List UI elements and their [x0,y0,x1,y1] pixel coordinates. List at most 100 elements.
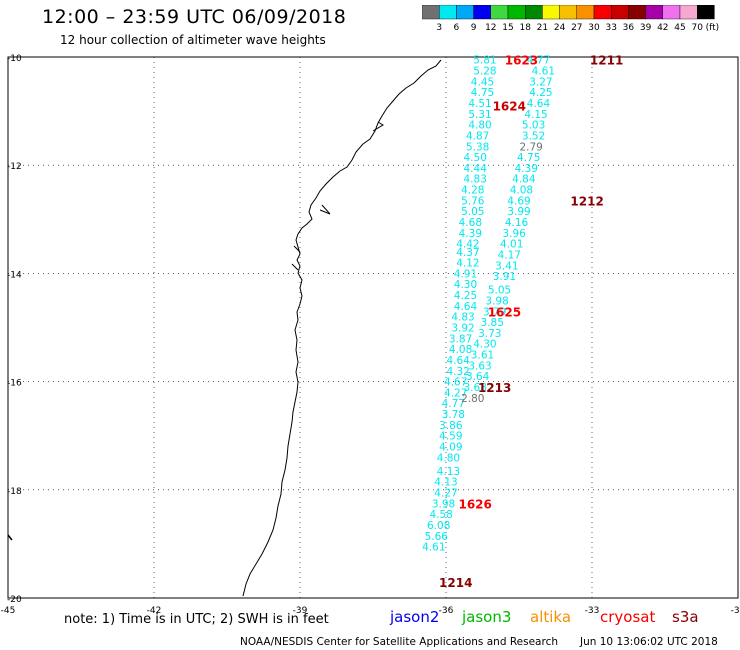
lat-tick-label: -10 [7,54,22,64]
swh-value-label: 4.67 [444,377,467,389]
colorbar-swatch [697,5,715,20]
colorbar-tick-label: 70 [691,23,703,33]
swh-value-label: 3.91 [493,271,516,283]
swh-value-label: 4.69 [507,195,530,207]
swh-value-label: 4.61 [532,66,555,78]
swh-value-label: 4.58 [429,509,452,521]
swh-value-label: 3.79 [483,306,506,318]
swh-value-label: 5.03 [522,120,545,132]
swh-value-label: 4.08 [510,185,533,197]
swh-value-label: 4.83 [464,174,487,186]
lon-tick-label: -30 [731,606,740,616]
swh-value-label: 4.75 [517,152,540,164]
swh-value-label: 3.96 [502,228,526,240]
swh-value-label: 5.28 [473,66,496,78]
pass-number-label: 1625 [488,305,521,319]
swh-value-label: 3.52 [522,130,545,142]
swh-value-label: 4.12 [456,258,479,270]
page-title: 12:00 – 23:59 UTC 06/09/2018 [42,6,347,28]
swh-value-label: 4.32 [446,366,469,378]
lon-tick-label: -33 [585,606,600,616]
swh-value-label: 4.30 [454,279,477,291]
colorbar-tick-label: 6 [454,23,460,33]
colorbar-tick-label: 30 [588,23,600,33]
swh-value-label: 4.13 [434,477,457,489]
pass-number-label: 1211 [590,54,623,68]
colorbar-tick-label: 12 [485,23,496,33]
swh-value-label: 4.64 [454,301,478,313]
swh-value-label: 4.80 [437,452,460,464]
swh-value-label: 3.41 [495,260,518,272]
swh-value-label: 4.68 [459,217,482,229]
swh-value-label: 4.15 [524,109,547,121]
legend-altika: altika [530,608,572,626]
swh-value-label: 4.25 [529,87,552,99]
swh-value-label: 4.37 [456,247,479,259]
swh-value-label: 3.87 [449,333,472,345]
pass-number-label: 1213 [478,381,511,395]
swh-value-label: 4.25 [454,290,477,302]
swh-value-label: 3.78 [442,409,465,421]
colorbar-tick-label: 21 [537,23,548,33]
coastline-detail [291,121,384,271]
swh-value-label: 3.98 [432,498,455,510]
swh-value-label: 2.80 [461,393,484,405]
swh-value-label: 4.27 [434,488,457,500]
colorbar-tick-label: 9 [471,23,477,33]
lat-tick-label: -12 [7,162,22,172]
colorbar-unit-label: (ft) [706,23,720,33]
pass-number-label: 1623 [505,54,538,68]
swh-value-label: 4.13 [437,466,460,478]
swh-value-label: 4.30 [473,339,496,351]
colorbar-tick-label: 15 [502,23,513,33]
credit-text: NOAA/NESDIS Center for Satellite Applica… [240,636,558,648]
swh-value-label: 4.42 [456,239,479,251]
swh-value-label: 5.31 [468,109,491,121]
swh-value-label: 4.28 [461,185,484,197]
colorbar-tick-label: 45 [674,23,685,33]
coastline [242,59,442,597]
swh-value-label: 4.17 [498,249,521,261]
colorbar-tick-label: 42 [657,23,668,33]
swh-value-label: 3.64 [466,371,490,383]
lat-tick-label: -20 [7,595,22,605]
colorbar-tick-label: 24 [554,23,566,33]
swh-value-label: 3.92 [451,323,474,335]
swh-value-label: 4.61 [422,542,445,554]
swh-value-label: 3.86 [439,420,463,432]
lon-tick-label: -42 [147,606,162,616]
pass-number-label: 1626 [458,497,491,511]
swh-value-label: 3.63 [468,360,491,372]
page-subtitle: 12 hour collection of altimeter wave hei… [60,33,326,47]
swh-value-label: 4.75 [471,87,494,99]
swh-value-label: 4.87 [466,130,489,142]
colorbar-tick-label: 33 [605,23,616,33]
legend-jason3: jason3 [462,608,512,626]
lat-tick-label: -18 [7,487,22,497]
lat-tick-label: -16 [7,379,22,389]
swh-value-label: 4.16 [505,217,529,229]
generated-timestamp: Jun 10 13:06:02 UTC 2018 [580,636,718,648]
color-scale-legend: 3 6 9 12 15 18 21 24 27 30 33 36 39 42 45 70 (ft) [422,5,720,33]
swh-value-label: 4.50 [464,152,487,164]
legend-s3a: s3a [672,608,699,626]
swh-value-label: 2.79 [519,141,542,153]
swh-value-label: 4.51 [468,98,491,110]
swh-value-label: 5.81 [473,55,496,67]
swh-value-label: 4.39 [515,163,538,175]
colorbar-tick-label: 27 [571,23,582,33]
swh-value-label: 3.68 [464,382,487,394]
swh-value-label: 3.98 [485,295,508,307]
legend-jason2: jason2 [390,608,440,626]
pass-number-label: 1624 [493,100,526,114]
lon-tick-label: -45 [1,606,16,616]
swh-value-label: 5.76 [461,195,485,207]
colorbar-tick-label: 39 [640,23,652,33]
swh-value-label: 4.27 [444,387,467,399]
swh-value-label: 4.39 [459,228,482,240]
swh-value-label: 5.05 [461,206,484,218]
swh-value-label: 4.09 [439,442,462,454]
lon-tick-label: -36 [439,606,454,616]
swh-value-label: 4.59 [439,431,462,443]
